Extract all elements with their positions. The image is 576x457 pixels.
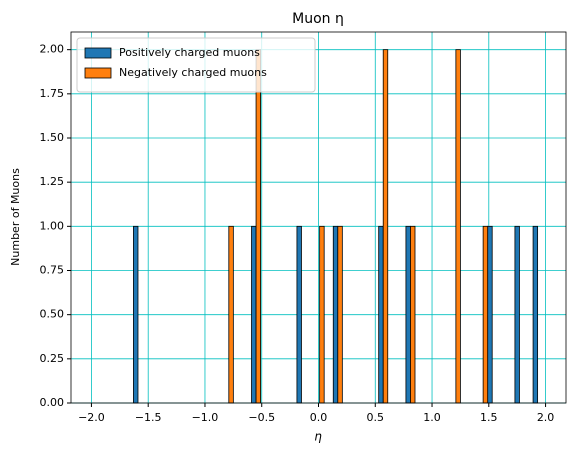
y-tick-label: 2.00 bbox=[40, 43, 65, 56]
bar bbox=[337, 225, 343, 404]
bar bbox=[532, 225, 539, 404]
legend-label: Negatively charged muons bbox=[119, 66, 267, 79]
x-tick-label: −0.5 bbox=[248, 411, 275, 424]
x-tick-label: 1.0 bbox=[423, 411, 441, 424]
y-tick-label: 1.25 bbox=[40, 175, 65, 188]
bar bbox=[455, 49, 461, 404]
y-tick-label: 0.25 bbox=[40, 352, 65, 365]
bar bbox=[482, 225, 489, 404]
x-tick-label: −1.0 bbox=[192, 411, 219, 424]
bar bbox=[319, 225, 325, 404]
y-tick-label: 1.50 bbox=[40, 131, 65, 144]
bar bbox=[251, 225, 257, 404]
bar bbox=[255, 49, 261, 404]
legend: Positively charged muons Negatively charg… bbox=[76, 37, 316, 93]
bar bbox=[382, 49, 389, 404]
bar bbox=[332, 225, 339, 404]
legend-label: Positively charged muons bbox=[119, 46, 260, 59]
y-tick-label: 1.75 bbox=[40, 87, 65, 100]
x-tick-label: 1.5 bbox=[480, 411, 498, 424]
y-tick-label: 0.00 bbox=[40, 396, 65, 409]
x-tick-label: 2.0 bbox=[537, 411, 555, 424]
chart-title: Muon η bbox=[292, 11, 344, 27]
legend-swatch bbox=[84, 47, 112, 59]
bar bbox=[410, 225, 416, 404]
bar bbox=[405, 225, 411, 404]
x-tick-label: 0.0 bbox=[310, 411, 328, 424]
bar bbox=[514, 225, 520, 404]
x-tick-label: −2.0 bbox=[78, 411, 105, 424]
x-tick-label: 0.5 bbox=[367, 411, 385, 424]
legend-box bbox=[76, 37, 316, 93]
bar bbox=[378, 225, 384, 404]
y-tick-label: 1.00 bbox=[40, 219, 65, 232]
legend-swatch bbox=[84, 67, 112, 79]
bar bbox=[133, 225, 139, 404]
bar bbox=[296, 225, 302, 404]
bar bbox=[228, 225, 234, 404]
x-axis-label: η bbox=[314, 430, 322, 444]
y-tick-label: 0.75 bbox=[40, 264, 65, 277]
y-tick-label: 0.50 bbox=[40, 308, 65, 321]
y-axis-label: Number of Muons bbox=[9, 168, 22, 266]
bar bbox=[487, 225, 493, 404]
x-tick-label: −1.5 bbox=[135, 411, 162, 424]
plot-frame bbox=[70, 31, 567, 404]
